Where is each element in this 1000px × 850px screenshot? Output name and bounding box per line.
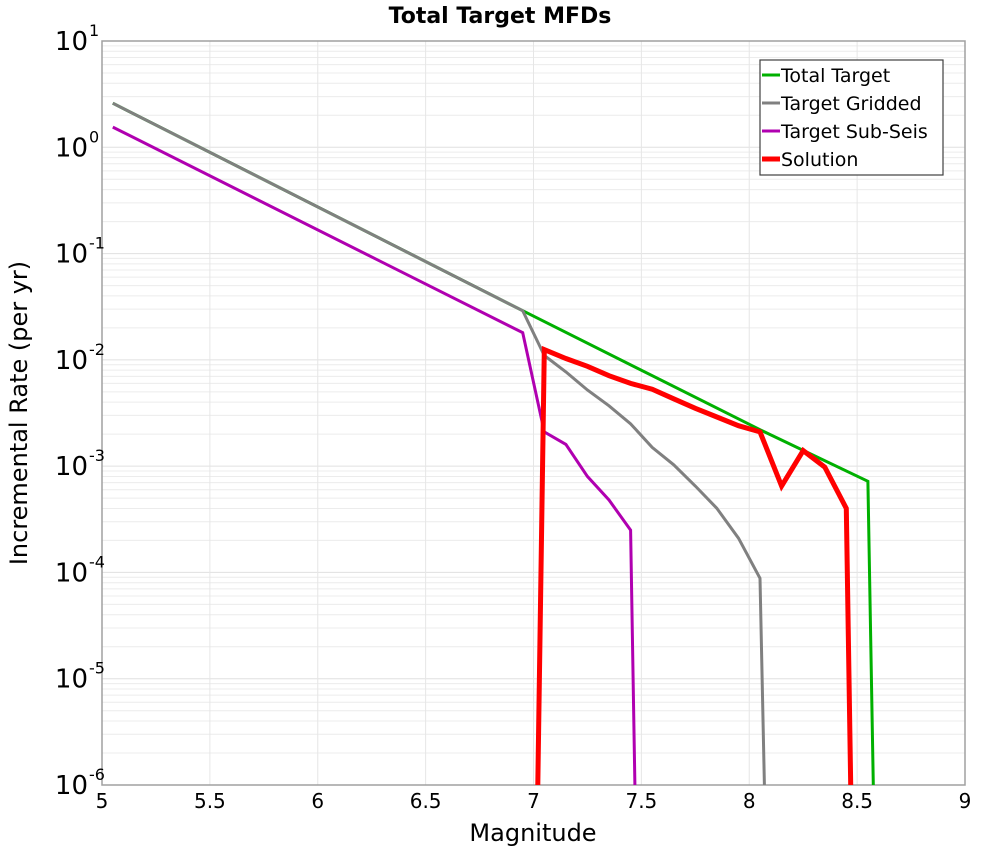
y-tick-exponent: -4 [89,552,105,571]
x-tick-label: 6 [311,789,324,813]
y-tick-exponent: -2 [89,340,105,359]
y-tick-exponent: -3 [89,446,105,465]
y-tick-exponent: -6 [89,765,105,784]
y-tick-exponent: -1 [89,234,105,253]
y-tick-label: 10 [55,240,88,270]
series-target-sub-seis [112,125,637,786]
legend-label: Target Gridded [780,93,922,115]
plot-frame [101,40,966,786]
y-axis-label: Incremental Rate (per yr) [5,261,33,565]
y-tick-label: 10 [55,771,88,801]
series-total-target [112,101,875,786]
series-target-gridded [112,101,766,786]
y-tick-exponent: 0 [89,127,99,146]
grid [101,41,966,786]
series-solution [535,345,854,786]
y-tick-label: 10 [55,346,88,376]
y-tick-exponent: -5 [89,659,105,678]
x-tick-label: 7 [527,789,540,813]
series-lines [112,101,875,786]
legend-label: Solution [781,149,858,171]
legend-label: Target Sub-Seis [780,121,928,143]
x-axis-ticks: 5 5.5 6 6.5 7 7.5 8 8.5 9 [96,789,972,813]
x-tick-label: 5 [96,789,109,813]
y-tick-label: 10 [55,27,88,57]
y-tick-label: 10 [55,558,88,588]
y-tick-label: 10 [55,452,88,482]
chart-title: Total Target MFDs [389,4,612,29]
x-axis-label: Magnitude [469,819,596,847]
x-tick-label: 8 [743,789,756,813]
legend-label: Total Target [780,65,890,87]
y-tick-label: 10 [55,133,88,163]
x-tick-label: 7.5 [625,789,657,813]
legend: Total Target Target Gridded Target Sub-Sei… [759,59,944,176]
x-tick-label: 9 [959,789,972,813]
x-tick-label: 5.5 [194,789,226,813]
x-tick-label: 8.5 [841,789,873,813]
x-tick-label: 6.5 [410,789,442,813]
legend-box [759,59,944,176]
y-tick-label: 10 [55,665,88,695]
y-tick-exponent: 1 [89,21,99,40]
